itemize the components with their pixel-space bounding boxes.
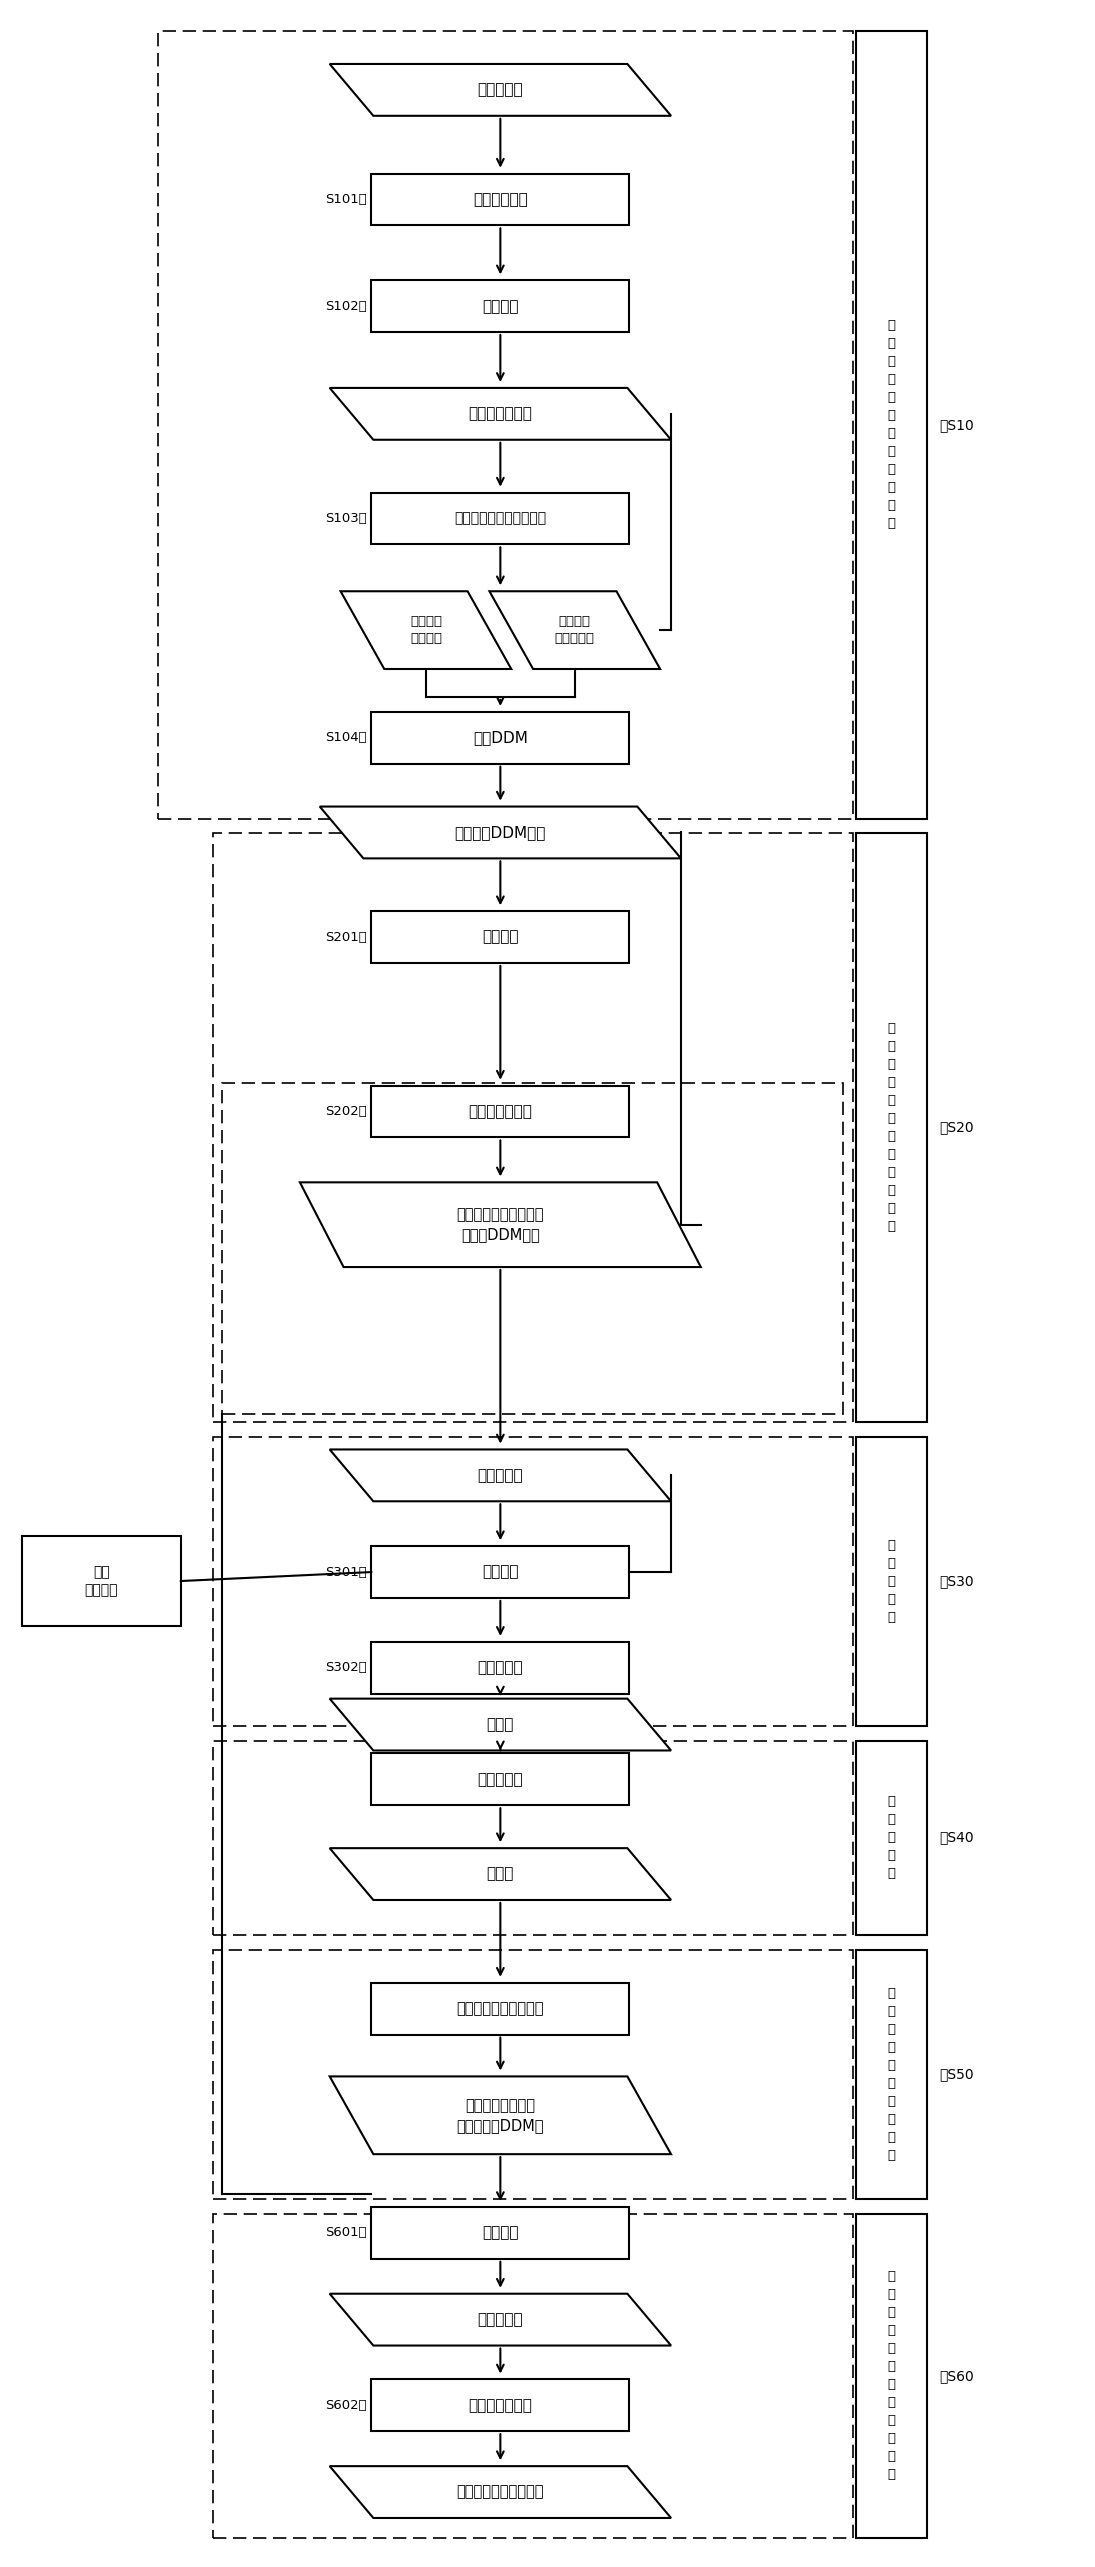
Text: 标准设计三维模型
（规则格网DDM）: 标准设计三维模型 （规则格网DDM） (457, 2097, 544, 2133)
Bar (212, 1740, 853, 1936)
Text: 绘制航标线: 绘制航标线 (477, 1661, 523, 1676)
Polygon shape (320, 806, 681, 857)
Text: 删除异常数据: 删除异常数据 (473, 193, 528, 208)
Bar (212, 2213, 853, 2539)
Polygon shape (330, 1848, 671, 1900)
Bar (222, 1083, 843, 1414)
Bar (371, 911, 630, 963)
Text: 航标点数据: 航标点数据 (477, 1468, 523, 1484)
Text: 图层叠置: 图层叠置 (482, 1563, 519, 1579)
Text: S602～: S602～ (325, 2398, 367, 2413)
Polygon shape (330, 388, 671, 439)
Text: 建立河道地形等深线模型: 建立河道地形等深线模型 (454, 511, 546, 526)
Text: 河道地形
特征数据: 河道地形 特征数据 (410, 616, 442, 644)
Polygon shape (330, 2467, 671, 2518)
Bar (855, 31, 927, 819)
Text: ～S60: ～S60 (940, 2369, 973, 2382)
Text: S103～: S103～ (324, 511, 367, 526)
Text: ～S20: ～S20 (940, 1122, 973, 1135)
Text: 加密水深点数据: 加密水深点数据 (469, 406, 532, 421)
Bar (371, 493, 630, 544)
Polygon shape (300, 1183, 701, 1268)
Bar (371, 1086, 630, 1137)
Text: 航标线: 航标线 (486, 1717, 514, 1733)
Text: 提
取
中
轴
线: 提 取 中 轴 线 (887, 1794, 896, 1879)
Bar (371, 2208, 630, 2259)
Text: 实际碍航区: 实际碍航区 (477, 2313, 523, 2328)
Text: 水深分级并设色: 水深分级并设色 (469, 2398, 532, 2413)
Text: 提取中轴线: 提取中轴线 (477, 1771, 523, 1787)
Text: 河道地形DDM数据: 河道地形DDM数据 (454, 824, 546, 839)
Bar (371, 1753, 630, 1805)
Polygon shape (330, 2295, 671, 2346)
Bar (158, 31, 853, 819)
Bar (855, 1951, 927, 2200)
Text: ～S50: ～S50 (940, 2066, 973, 2082)
Text: 提
取
实
际
碍
航
区
并
分
级
设
色: 提 取 实 际 碍 航 区 并 分 级 设 色 (887, 2269, 896, 2482)
Text: 水深点数据: 水深点数据 (477, 82, 523, 98)
Polygon shape (330, 1699, 671, 1751)
Polygon shape (341, 590, 511, 670)
Text: 水深分级并设色: 水深分级并设色 (469, 1104, 532, 1119)
Text: 建立DDM: 建立DDM (473, 729, 528, 744)
Bar (371, 711, 630, 765)
Text: S201～: S201～ (324, 932, 367, 945)
Text: 河道地形
等深线模型: 河道地形 等深线模型 (555, 616, 595, 644)
Text: 分级设色并标识潜在碍
航区的DDM数据: 分级设色并标识潜在碍 航区的DDM数据 (457, 1206, 544, 1242)
Bar (371, 175, 630, 226)
Bar (371, 1545, 630, 1599)
Bar (855, 1740, 927, 1936)
Bar (371, 2380, 630, 2431)
Bar (371, 280, 630, 331)
Polygon shape (330, 64, 671, 116)
Bar (212, 834, 853, 1422)
Text: 创建设计航道三维模型: 创建设计航道三维模型 (457, 2002, 544, 2015)
Bar (212, 1438, 853, 1725)
Bar (855, 834, 927, 1422)
Text: 建
立
河
道
地
形
数
字
水
深
模
型: 建 立 河 道 地 形 数 字 水 深 模 型 (887, 318, 896, 531)
Text: S101～: S101～ (324, 193, 367, 205)
Text: 数据加密: 数据加密 (482, 298, 519, 313)
Bar (855, 2213, 927, 2539)
Polygon shape (330, 1450, 671, 1502)
Bar (212, 1951, 853, 2200)
Text: 叠置分析: 叠置分析 (482, 2226, 519, 2241)
Text: 截切边界: 截切边界 (482, 929, 519, 945)
Text: 分
级
设
色
并
标
识
潜
在
碍
航
区: 分 级 设 色 并 标 识 潜 在 碍 航 区 (887, 1022, 896, 1232)
Bar (855, 1438, 927, 1725)
Bar (22, 1535, 181, 1625)
Text: S104～: S104～ (325, 732, 367, 744)
Text: 中轴线: 中轴线 (486, 1866, 514, 1882)
Text: 建
立
设
计
航
道
三
维
模
型: 建 立 设 计 航 道 三 维 模 型 (887, 1987, 896, 2161)
Polygon shape (489, 590, 660, 670)
Text: ～S10: ～S10 (940, 418, 973, 431)
Bar (371, 1643, 630, 1694)
Text: 航道
通航标准: 航道 通航标准 (84, 1566, 118, 1597)
Text: S202～: S202～ (324, 1104, 367, 1119)
Text: ～S30: ～S30 (940, 1574, 973, 1589)
Text: S601～: S601～ (325, 2226, 367, 2238)
Text: 绘
制
航
标
线: 绘 制 航 标 线 (887, 1538, 896, 1622)
Polygon shape (330, 2077, 671, 2154)
Text: 碍航区分级设色结果图: 碍航区分级设色结果图 (457, 2485, 544, 2500)
Text: S102～: S102～ (324, 300, 367, 313)
Text: S301～: S301～ (324, 1566, 367, 1579)
Text: S302～: S302～ (324, 1661, 367, 1674)
Bar (371, 1982, 630, 2036)
Text: ～S40: ～S40 (940, 1830, 973, 1846)
